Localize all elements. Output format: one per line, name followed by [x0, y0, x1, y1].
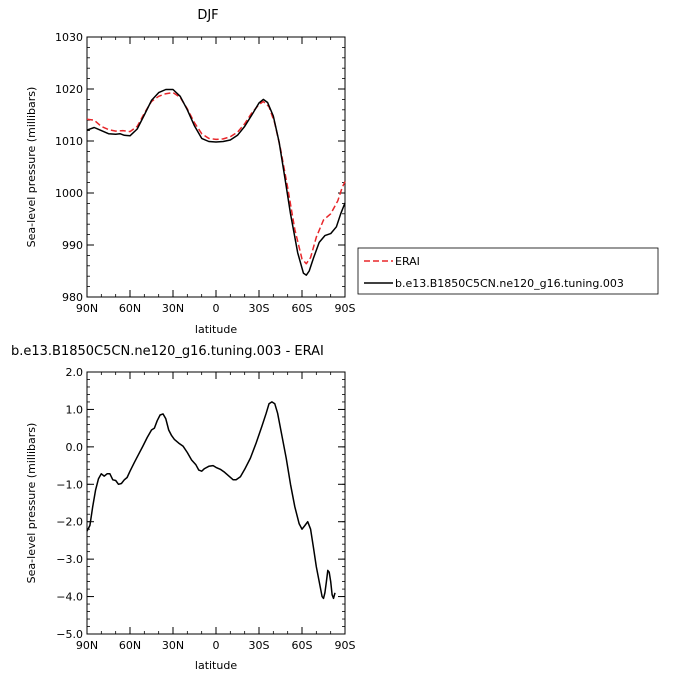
series-line-erai: [86, 91, 346, 265]
panel-title: b.e13.B1850C5CN.ne120_g16.tuning.003 - E…: [11, 344, 324, 359]
x-tick-label: 30S: [249, 639, 270, 652]
y-axis: 2.0 1.0 0.0 −1.0 −2.0 −3.0 −4.0 −5.0: [56, 366, 345, 641]
plot-frame: [86, 36, 346, 298]
y-tick-label: −2.0: [56, 516, 83, 529]
x-tick-label: 30N: [162, 302, 184, 315]
x-tick-label: 60N: [119, 639, 141, 652]
plot-frame: [86, 371, 346, 635]
series-line-model: [86, 88, 346, 276]
y-tick-label: 1000: [55, 187, 83, 200]
panel-slp-djf: DJF 980 990 1000 1010 1020 1030 90N 60N 30N 0 30S…: [25, 8, 659, 336]
x-axis: 90N 60N 30N 0 30S 60S 90S: [76, 372, 356, 652]
x-axis: 90N 60N 30N 0 30S 60S 90S: [76, 37, 356, 315]
y-tick-label: 1010: [55, 135, 83, 148]
x-axis-title: latitude: [195, 323, 237, 336]
series-group: [86, 88, 346, 276]
x-tick-label: 90S: [335, 639, 356, 652]
y-tick-label: 2.0: [66, 366, 84, 379]
legend: ERAI b.e13.B1850C5CN.ne120_g16.tuning.00…: [357, 247, 659, 295]
y-tick-label: −3.0: [56, 553, 83, 566]
y-axis-title: Sea-level pressure (millibars): [25, 423, 38, 584]
x-tick-label: 60S: [292, 302, 313, 315]
legend-label-model: b.e13.B1850C5CN.ne120_g16.tuning.003: [395, 277, 624, 290]
x-tick-label: 0: [213, 639, 220, 652]
x-tick-label: 90N: [76, 302, 98, 315]
y-tick-label: 1020: [55, 83, 83, 96]
x-axis-title: latitude: [195, 659, 237, 672]
y-tick-label: 0.0: [66, 441, 84, 454]
x-tick-label: 30N: [162, 639, 184, 652]
y-tick-label: 980: [62, 291, 83, 304]
legend-box: [357, 247, 659, 295]
x-tick-label: 0: [213, 302, 220, 315]
y-tick-label: 1030: [55, 31, 83, 44]
y-axis-title: Sea-level pressure (millibars): [25, 87, 38, 248]
legend-label-erai: ERAI: [395, 255, 420, 268]
y-tick-label: −1.0: [56, 478, 83, 491]
x-tick-label: 90N: [76, 639, 98, 652]
panel-title: DJF: [197, 8, 218, 23]
y-tick-label: 1.0: [66, 403, 84, 416]
series-group: [86, 401, 336, 600]
panel-slp-difference: b.e13.B1850C5CN.ne120_g16.tuning.003 - E…: [11, 344, 356, 672]
x-tick-label: 90S: [335, 302, 356, 315]
y-axis: 980 990 1000 1010 1020 1030: [55, 31, 345, 304]
y-tick-label: −5.0: [56, 628, 83, 641]
x-tick-label: 30S: [249, 302, 270, 315]
y-tick-label: −4.0: [56, 591, 83, 604]
y-tick-label: 990: [62, 239, 83, 252]
x-tick-label: 60S: [292, 639, 313, 652]
series-line-model: [86, 401, 336, 600]
x-tick-label: 60N: [119, 302, 141, 315]
